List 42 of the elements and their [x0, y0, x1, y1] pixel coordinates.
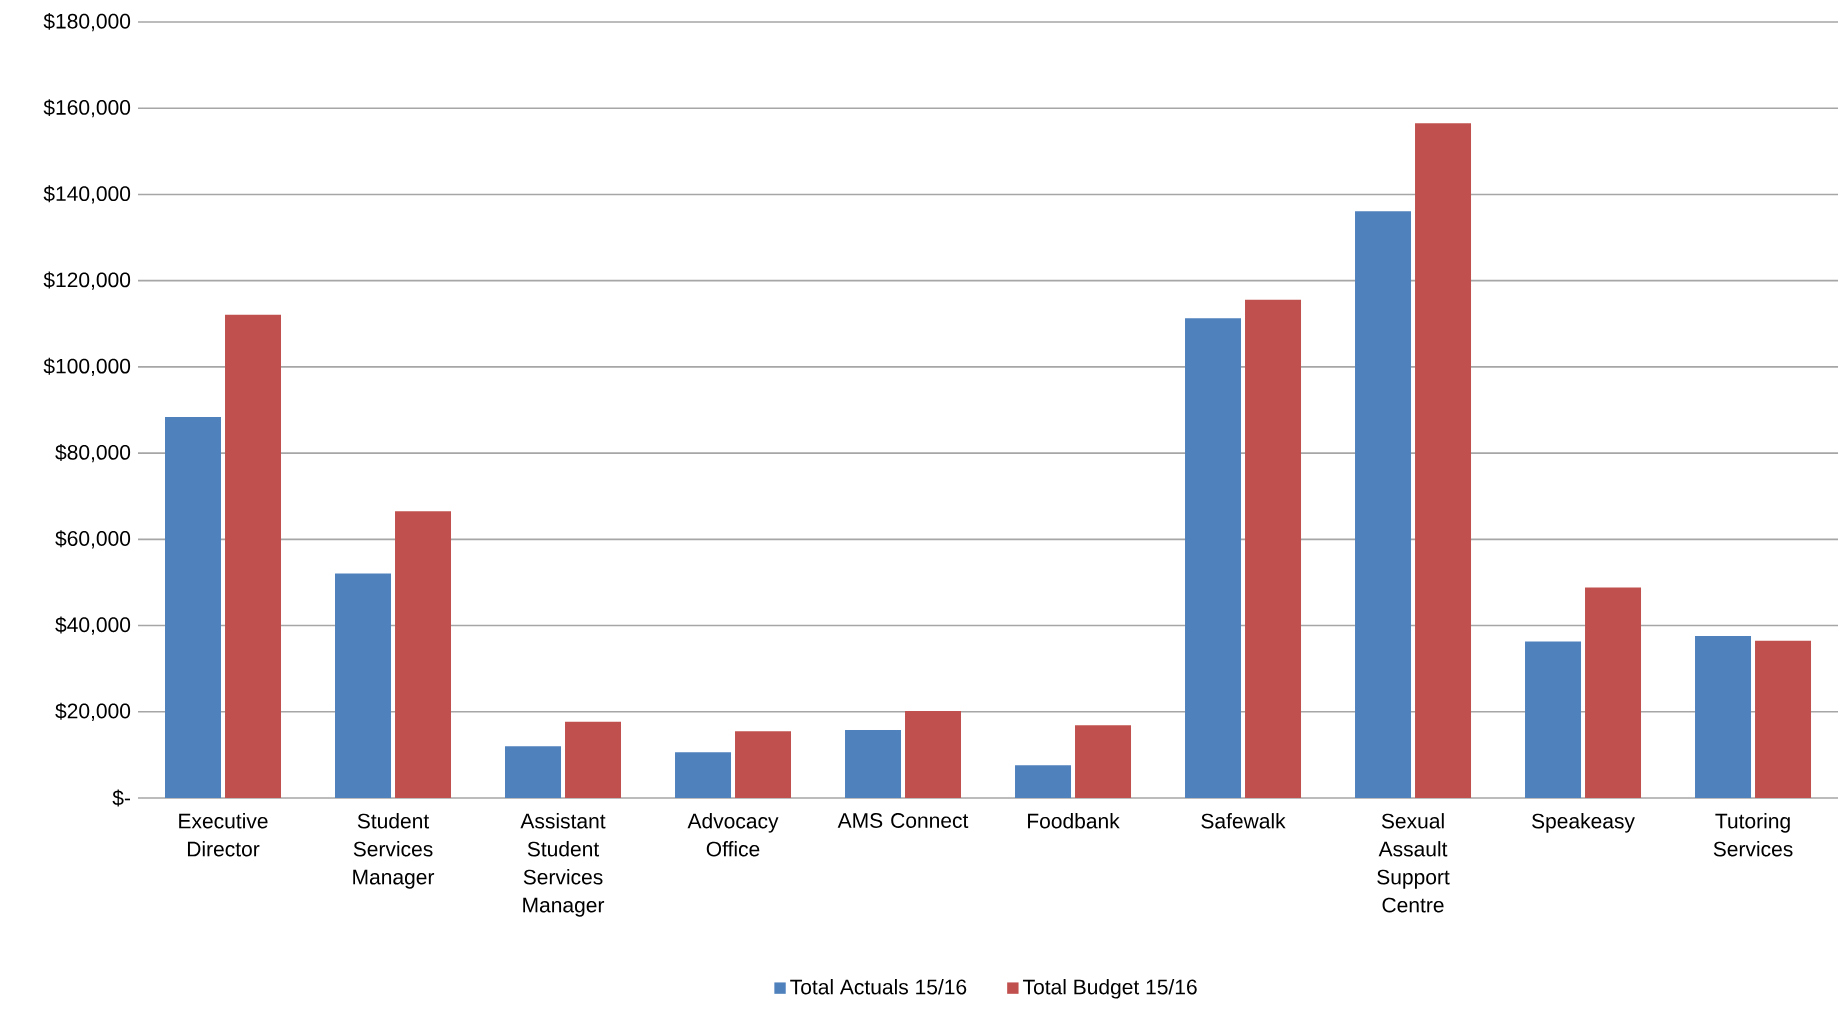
bar — [1695, 635, 1752, 798]
legend-label: Total Budget 15/16 — [1023, 979, 1197, 999]
bar — [1015, 765, 1072, 798]
bar — [1415, 123, 1472, 798]
y-tick-label: $140,000 — [43, 185, 131, 204]
x-tick-label: AMS Connect — [837, 813, 969, 828]
bar — [675, 752, 732, 798]
bar — [1525, 641, 1582, 798]
bar — [165, 416, 222, 798]
x-tick-label: Advocacy Office — [687, 813, 779, 857]
x-tick-label: Assistant Student Services Manager — [520, 813, 606, 917]
bar — [565, 721, 622, 798]
bar — [1185, 318, 1242, 798]
bar — [505, 746, 562, 798]
bar — [1755, 640, 1812, 798]
bar — [335, 573, 392, 798]
x-tick-label: Student Services Manager — [353, 813, 435, 889]
y-tick-label: $180,000 — [43, 12, 131, 32]
legend-label: Total Actuals 15/16 — [790, 979, 967, 995]
y-tick-label: $80,000 — [55, 444, 131, 463]
bar — [1585, 587, 1642, 798]
y-tick-label: $40,000 — [55, 616, 131, 635]
y-tick-label: $120,000 — [43, 271, 131, 290]
bar — [1245, 299, 1302, 798]
bar — [1355, 211, 1412, 798]
x-tick-label: Tutoring Services — [1713, 813, 1793, 857]
y-tick-label: $160,000 — [43, 99, 131, 118]
bar — [395, 511, 452, 798]
x-tick-label: Sexual Assault Support Centre — [1377, 813, 1450, 913]
y-tick-label: $100,000 — [43, 357, 131, 377]
y-tick-label: $20,000 — [55, 702, 131, 721]
bar — [1075, 725, 1132, 798]
x-tick-label: Foodbank — [1028, 813, 1120, 829]
x-tick-label: Executive Director — [179, 813, 268, 857]
y-tick-label: $- — [112, 789, 130, 807]
bar — [225, 314, 282, 798]
x-tick-label: Speakeasy — [1532, 813, 1635, 833]
y-tick-label: $60,000 — [55, 530, 131, 549]
x-tick-label: Safewalk — [1201, 813, 1286, 829]
bar — [905, 710, 962, 798]
bar — [735, 731, 792, 798]
bar — [845, 729, 902, 798]
